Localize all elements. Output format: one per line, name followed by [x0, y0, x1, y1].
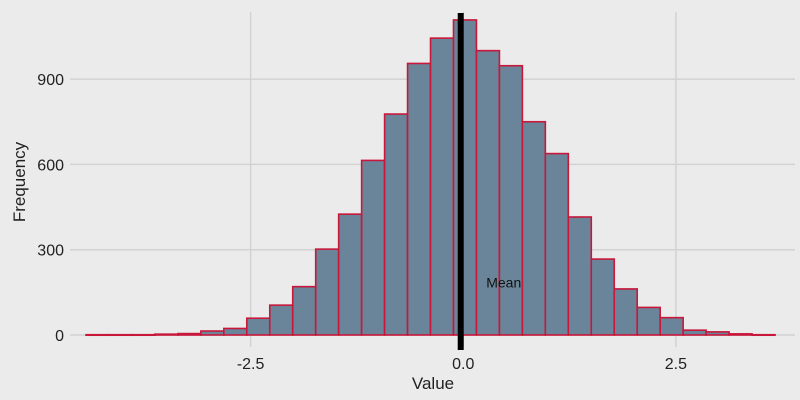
- histogram-bar: [498, 64, 524, 336]
- histogram-bar: [475, 49, 501, 336]
- x-axis-label: Value: [412, 374, 454, 393]
- histogram-bar: [291, 285, 317, 336]
- x-tick-label: -2.5: [237, 356, 265, 373]
- histogram-bar: [200, 330, 225, 336]
- histogram-bar: [337, 213, 363, 336]
- histogram-bar: [131, 333, 156, 337]
- y-axis-label: Frequency: [10, 141, 29, 222]
- y-tick-labels: 0 300 600 900: [37, 72, 64, 345]
- x-tick-label: 0.0: [452, 356, 474, 373]
- histogram-bar: [544, 152, 570, 336]
- histogram-bar: [245, 317, 271, 336]
- histogram-bar: [108, 333, 133, 337]
- histogram-bar: [728, 333, 753, 336]
- histogram-bar: [521, 120, 547, 336]
- histogram-bar: [705, 331, 730, 336]
- histogram-bars: [85, 19, 776, 337]
- histogram-bar: [659, 316, 684, 336]
- histogram-bar: [154, 333, 179, 336]
- histogram-bar: [177, 332, 202, 336]
- x-tick-label: 2.5: [665, 356, 687, 373]
- histogram-bar: [383, 113, 409, 336]
- histogram-bar: [636, 306, 661, 336]
- y-tick-label: 900: [37, 72, 64, 89]
- histogram-bar: [613, 288, 639, 336]
- histogram-bar: [360, 159, 386, 336]
- mean-annotation: Mean: [486, 274, 521, 290]
- histogram-bar: [223, 327, 248, 336]
- histogram-bar: [452, 19, 478, 336]
- histogram-bar: [429, 37, 455, 336]
- histogram-bar: [567, 216, 593, 336]
- y-tick-label: 0: [55, 328, 64, 345]
- y-tick-label: 300: [37, 243, 64, 260]
- histogram-bar: [314, 248, 340, 336]
- histogram-bar: [751, 333, 776, 337]
- y-tick-label: 600: [37, 157, 64, 174]
- histogram-bar: [268, 304, 294, 336]
- x-tick-labels: -2.5 0.0 2.5: [237, 356, 687, 373]
- histogram-bar: [85, 333, 110, 337]
- histogram-bar: [406, 62, 432, 336]
- histogram-bar: [590, 258, 616, 336]
- histogram-bar: [682, 329, 707, 336]
